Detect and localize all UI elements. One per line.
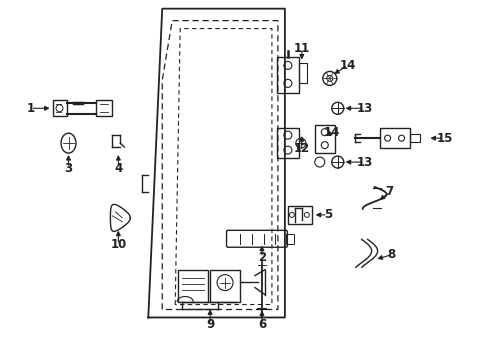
Text: 6: 6 [257, 318, 265, 331]
Text: 11: 11 [293, 42, 309, 55]
Text: 4: 4 [114, 162, 122, 175]
Text: 14: 14 [323, 126, 339, 139]
Bar [210, 270, 240, 302]
Text: 8: 8 [386, 248, 395, 261]
Bar [314, 125, 334, 153]
Bar [276, 128, 298, 158]
Text: 15: 15 [435, 132, 452, 145]
Bar [52, 100, 66, 116]
Text: 13: 13 [356, 102, 372, 115]
Bar [287, 206, 311, 224]
Text: 5: 5 [323, 208, 331, 221]
Text: 10: 10 [110, 238, 126, 251]
Bar [379, 128, 408, 148]
Bar [178, 270, 208, 302]
Text: 2: 2 [257, 251, 265, 264]
Bar [408, 134, 419, 142]
Bar [96, 100, 112, 116]
Bar [285, 234, 293, 244]
Text: 13: 13 [356, 156, 372, 168]
Text: 3: 3 [64, 162, 72, 175]
Text: 9: 9 [205, 318, 214, 331]
Text: 7: 7 [385, 185, 393, 198]
Text: 1: 1 [26, 102, 35, 115]
Bar [276, 58, 298, 93]
Text: 12: 12 [293, 141, 309, 155]
Bar [298, 63, 306, 84]
Text: 14: 14 [339, 59, 355, 72]
